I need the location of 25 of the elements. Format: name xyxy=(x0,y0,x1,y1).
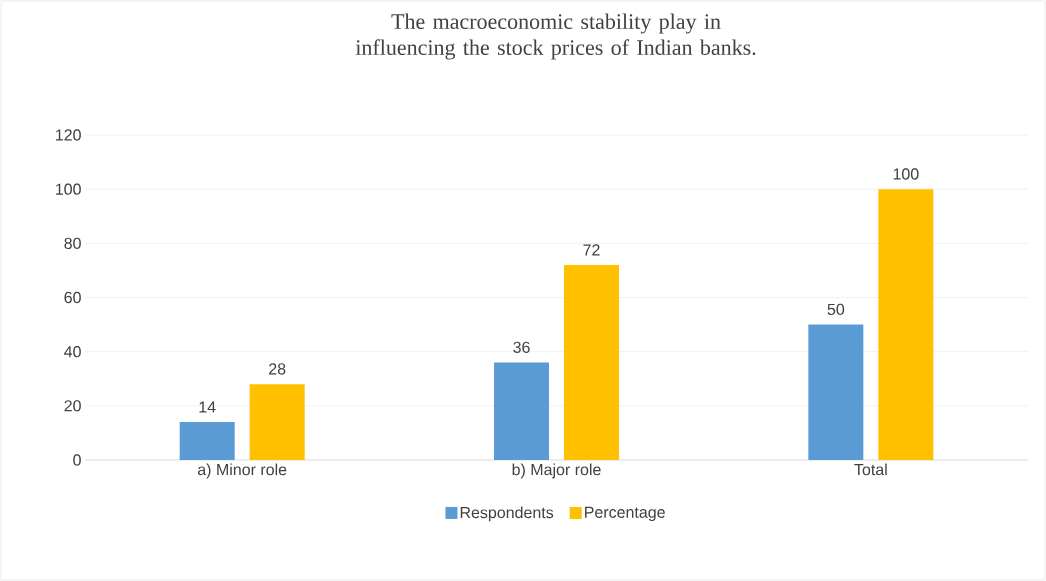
y-tick-label: 20 xyxy=(64,400,81,412)
bar xyxy=(494,362,550,460)
x-tick-label: a) Minor role xyxy=(197,463,287,479)
legend-label: Percentage xyxy=(585,506,665,522)
data-label: 72 xyxy=(583,244,600,256)
data-label: 28 xyxy=(269,363,286,375)
y-tick-label: 60 xyxy=(64,291,81,304)
bar xyxy=(878,189,934,460)
y-tick-label: 0 xyxy=(73,454,81,466)
data-label: 14 xyxy=(199,401,216,413)
bar xyxy=(808,324,864,460)
bar xyxy=(179,422,235,460)
data-label: 50 xyxy=(827,303,845,316)
legend-label: Respondents xyxy=(460,506,554,522)
y-tick-label: 120 xyxy=(56,129,81,141)
y-tick-label: 40 xyxy=(64,345,81,358)
x-tick-label: Total xyxy=(854,463,887,476)
data-label: 100 xyxy=(893,168,919,180)
data-label: 36 xyxy=(513,341,530,353)
bar xyxy=(564,264,620,460)
x-tick-label: b) Major role xyxy=(512,463,601,479)
chart-title: The macroeconomic stability play in influencing the stock prices of Indian banks. xyxy=(355,13,756,60)
y-tick-label: 100 xyxy=(56,183,81,195)
bar xyxy=(249,384,305,460)
y-tick-label: 80 xyxy=(64,237,81,249)
